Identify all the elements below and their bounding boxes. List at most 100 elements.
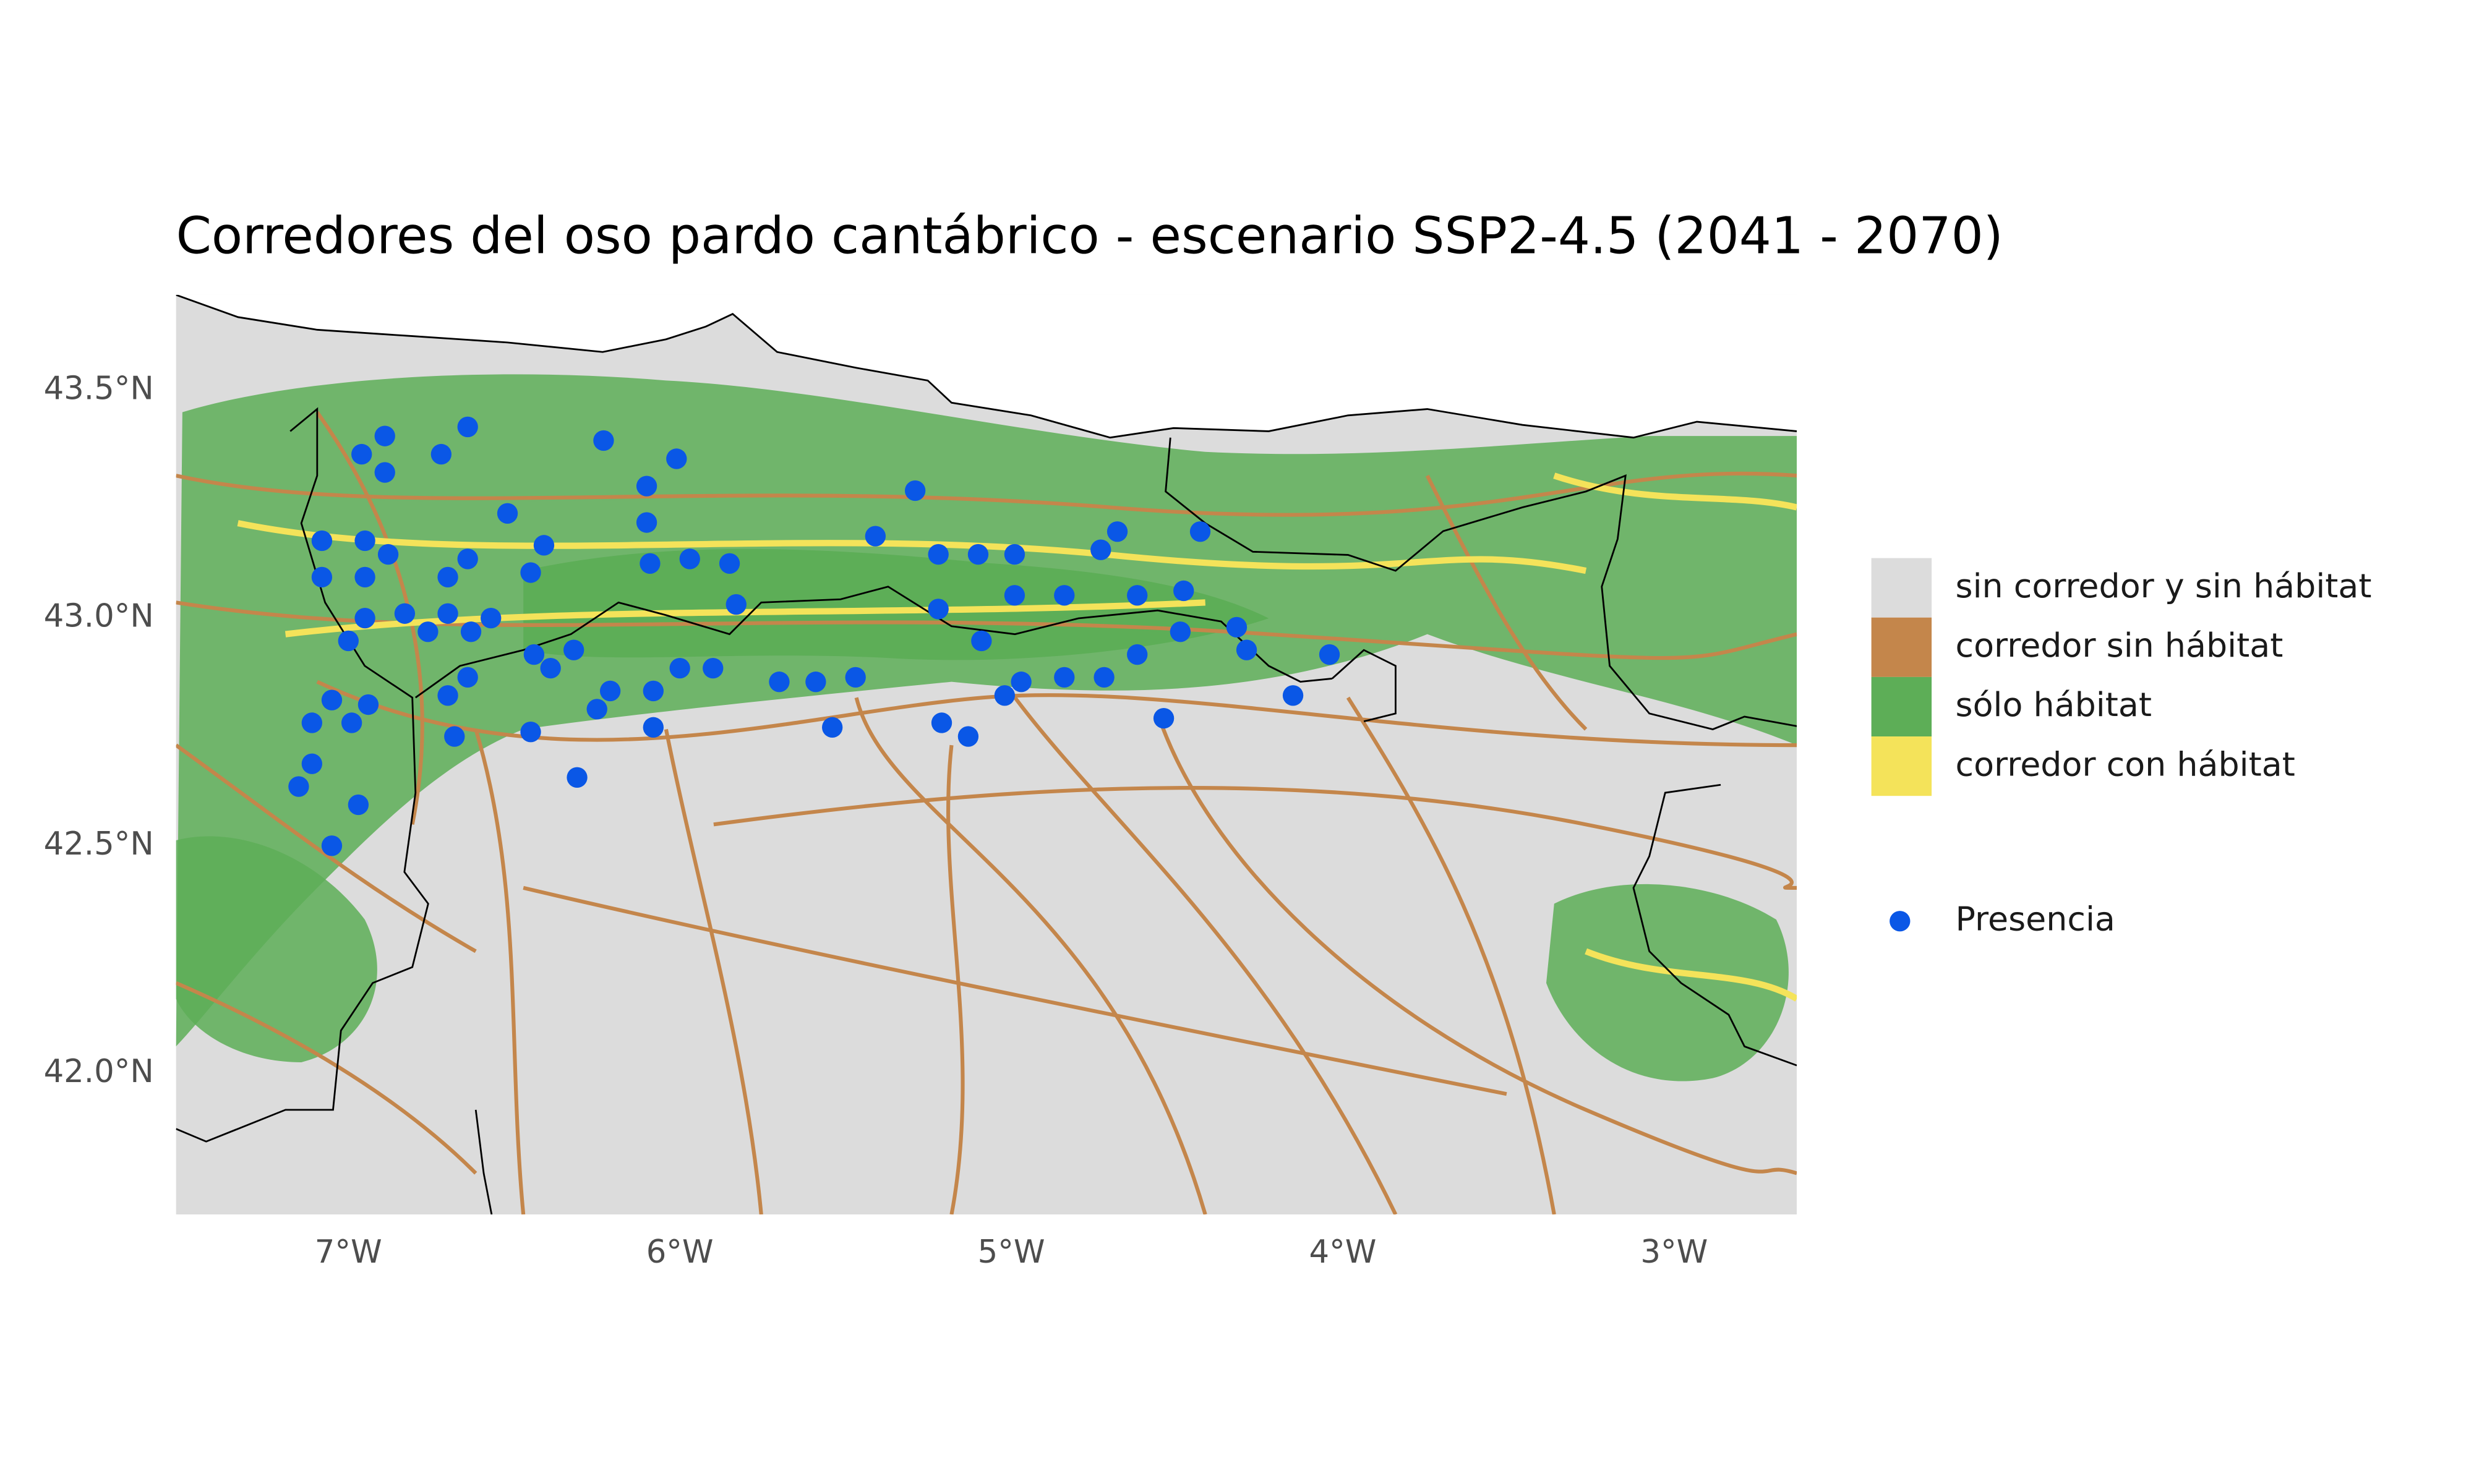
presence-point	[301, 712, 322, 733]
presence-point	[994, 685, 1016, 706]
corridor	[1155, 712, 1797, 1175]
legend-label: sin corredor y sin hábitat	[1956, 566, 2372, 605]
presence-point	[1236, 639, 1257, 660]
presence-point	[1004, 585, 1025, 606]
presence-point	[354, 607, 375, 629]
corridor-habitat	[285, 599, 1205, 638]
border-enclave	[1331, 649, 1397, 723]
corridor	[474, 728, 526, 1215]
presence-point	[1106, 521, 1128, 542]
corridor	[1013, 696, 1398, 1215]
presence-point	[1170, 621, 1191, 642]
presence-point	[311, 530, 333, 552]
presence-point	[437, 566, 458, 588]
corridor	[1425, 474, 1588, 731]
presence-point	[288, 776, 309, 797]
corridor	[713, 786, 1797, 890]
y-tick-label: 43.5°N	[44, 370, 154, 407]
presence-point	[311, 566, 333, 588]
sea	[176, 294, 1797, 438]
presence-point	[593, 430, 614, 451]
presence-point	[669, 657, 690, 679]
presence-point	[1319, 644, 1340, 665]
habitat-area	[176, 374, 1797, 1047]
presence-point	[321, 689, 343, 710]
presence-point	[460, 621, 482, 642]
legend-label: corredor sin hábitat	[1956, 626, 2284, 665]
presence-point	[928, 599, 949, 620]
corridor	[316, 680, 1797, 748]
presence-point	[437, 603, 458, 624]
y-tick-label: 42.5°N	[44, 825, 154, 863]
habitat-area	[1546, 884, 1789, 1081]
presence-point	[1282, 685, 1304, 706]
corridor	[176, 743, 477, 953]
presence-point	[1173, 580, 1194, 602]
presence-point	[321, 835, 343, 856]
presence-point	[599, 680, 621, 702]
presence-point	[444, 726, 465, 747]
y-tick-label: 43.0°N	[44, 598, 154, 635]
x-tick-label: 7°W	[315, 1234, 382, 1271]
presence-point	[567, 767, 588, 788]
presence-point	[967, 544, 989, 565]
presence-point	[1011, 672, 1032, 693]
legend: sin corredor y sin hábitat corredor sin h…	[1871, 558, 2372, 938]
corridor	[176, 600, 1797, 660]
presence-point	[586, 699, 607, 720]
presence-point	[726, 594, 747, 615]
border-south	[474, 1109, 493, 1215]
corridor	[946, 744, 965, 1215]
presence-point	[457, 416, 478, 438]
corridor-habitat	[1553, 472, 1797, 511]
presence-point	[437, 685, 458, 706]
presence-point	[301, 753, 322, 774]
presence-point	[341, 712, 362, 733]
presence-point	[523, 644, 545, 665]
points	[288, 416, 1340, 856]
presence-point	[822, 717, 843, 738]
presence-point	[957, 726, 979, 747]
presence-point	[865, 526, 886, 547]
presence-point	[643, 717, 664, 738]
legend-swatch	[1871, 676, 1932, 737]
presence-point	[377, 544, 399, 565]
presence-point	[540, 657, 561, 679]
border-galicia	[176, 407, 429, 1143]
legend-label: Presencia	[1956, 899, 2115, 938]
legend-swatch	[1871, 617, 1932, 677]
corridor	[523, 885, 1507, 1096]
border-cantabria	[1165, 437, 1797, 730]
presence-point	[417, 621, 439, 642]
presence-point	[1054, 667, 1075, 688]
presence-point	[719, 553, 740, 574]
presence-point	[679, 548, 700, 569]
presence-point	[430, 443, 452, 465]
x-tick-label: 4°W	[1309, 1234, 1376, 1271]
corridor	[854, 697, 1207, 1215]
presence-point	[1189, 521, 1211, 542]
presence-point	[931, 712, 952, 733]
presence-point	[845, 667, 866, 688]
core-habitat	[523, 548, 1269, 660]
corridor	[315, 411, 424, 825]
x-axis: 7°W 6°W 5°W 4°W 3°W	[315, 1234, 1708, 1271]
presence-point	[481, 607, 502, 629]
presence-point	[457, 667, 478, 688]
legend-label: corredor con hábitat	[1956, 744, 2295, 783]
presence-point	[563, 639, 584, 660]
presence-point	[1004, 544, 1025, 565]
x-tick-label: 6°W	[646, 1234, 714, 1271]
presence-point	[1226, 616, 1248, 638]
presence-point	[636, 475, 657, 497]
presence-point	[348, 794, 369, 816]
presence-point	[354, 566, 375, 588]
presence-point	[357, 694, 379, 715]
presence-point	[1094, 667, 1115, 688]
presence-point	[1054, 585, 1075, 606]
border-rioja	[1632, 783, 1797, 1067]
presence-point	[520, 722, 541, 743]
presence-point	[497, 503, 518, 524]
